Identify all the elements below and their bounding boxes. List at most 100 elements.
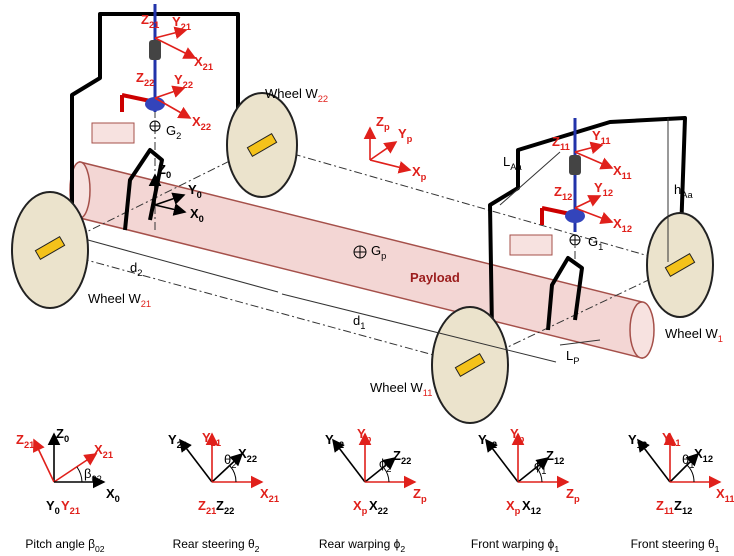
label-text: d (130, 260, 137, 275)
label-text: G (588, 234, 598, 249)
label-text: Y (510, 426, 519, 441)
label: X11 (613, 163, 632, 181)
label: X21 (194, 54, 213, 72)
label: X0 (106, 486, 120, 504)
label-text: Y (188, 182, 197, 197)
label-subscript: 22 (201, 122, 211, 132)
label: G2 (166, 123, 181, 141)
joint (569, 155, 581, 175)
label-subscript: 2 (137, 268, 142, 278)
label-subscript: 11 (664, 506, 674, 516)
label: Yp (398, 126, 413, 144)
label-text: Z (198, 498, 206, 513)
label: d1 (353, 313, 365, 331)
label-text: X (238, 446, 247, 461)
label-subscript: 2 (255, 544, 260, 554)
label-subscript: 11 (423, 388, 433, 398)
label-subscript: 22 (378, 506, 388, 516)
label-subscript: 11 (725, 494, 734, 504)
label-subscript: 02 (91, 474, 101, 484)
axis-arrow (155, 88, 184, 98)
label-text: L (503, 154, 510, 169)
label-subscript: 12 (622, 224, 632, 234)
label: X12 (522, 498, 541, 516)
label: Y22 (325, 432, 344, 450)
label-subscript: 12 (562, 192, 572, 202)
label-subscript: 0 (115, 494, 120, 504)
label: X22 (192, 114, 211, 132)
label-subscript: 2 (176, 131, 181, 141)
label-subscript: 22 (401, 456, 411, 466)
label-text: Y (172, 14, 181, 29)
actuator (510, 235, 552, 255)
label-subscript: 21 (70, 506, 80, 516)
label-subscript: Aa (510, 162, 522, 172)
label-text: Y (357, 426, 366, 441)
label: X11 (716, 486, 734, 504)
label-text: Payload (410, 270, 460, 285)
label-text: Z (216, 498, 224, 513)
label-subscript: 22 (224, 506, 234, 516)
label-subscript: 12 (703, 454, 713, 464)
label-subscript: 12 (682, 506, 692, 516)
label-subscript: 22 (144, 78, 154, 88)
label: Y22 (174, 72, 193, 90)
label-text: Z (16, 432, 24, 447)
label-subscript: 22 (318, 94, 328, 104)
label-text: Z (158, 162, 166, 177)
label-subscript: 1 (360, 321, 365, 331)
label-subscript: p (366, 434, 372, 444)
label-text: ϕ (534, 458, 541, 473)
label-text: L (566, 348, 573, 363)
label-text: θ (682, 452, 689, 467)
label-subscript: 1 (554, 544, 559, 554)
label-subscript: 21 (24, 440, 34, 450)
label-text: β (84, 466, 91, 481)
label-subscript: 1 (598, 242, 603, 252)
label-subscript: 11 (622, 171, 632, 181)
label-text: h (674, 182, 681, 197)
label-text: Wheel W (370, 380, 423, 395)
label: Z22 (216, 498, 234, 516)
panel: Y22 Y21 X22 X21 Z21 Z22 θ2 Rear steering… (168, 430, 279, 554)
panel: Z21 Z0 X21 X0 Y0 Y21 β02 Pitch angle β02 (16, 426, 120, 554)
label-subscript: p (421, 494, 427, 504)
label-subscript: 11 (671, 438, 681, 448)
label: Y12 (478, 432, 497, 450)
label-text: Z (376, 114, 384, 129)
label-subscript: 21 (203, 62, 213, 72)
label: Z12 (546, 448, 564, 466)
label: Zp (566, 486, 580, 504)
label-subscript: P (573, 356, 579, 366)
label-text: X (522, 498, 531, 513)
label-subscript: 22 (183, 80, 193, 90)
label: Payload (410, 270, 460, 285)
label-subscript: Aa (681, 190, 693, 200)
label-text: Z (413, 486, 421, 501)
label: Y12 (594, 180, 613, 198)
label: Y21 (202, 430, 221, 448)
label-text: X (94, 442, 103, 457)
payload-cap (630, 302, 654, 358)
label: Y22 (168, 432, 187, 450)
label: Z12 (674, 498, 692, 516)
axis-arrow (575, 145, 602, 152)
label: X21 (94, 442, 113, 460)
label-subscript: p (421, 172, 427, 182)
label-text: G (371, 243, 381, 258)
label: Y12 (628, 432, 647, 450)
label-subscript: 0 (64, 434, 69, 444)
label: d2 (130, 260, 142, 278)
label-text: Z (56, 426, 64, 441)
label: Pitch angle β02 (25, 537, 104, 554)
label-text: θ (224, 452, 231, 467)
label-subscript: 21 (269, 494, 279, 504)
label: Zp (376, 114, 390, 132)
label: Z22 (393, 448, 411, 466)
label-text: Y (202, 430, 211, 445)
label-subscript: 0 (197, 190, 202, 200)
label-subscript: 11 (560, 142, 570, 152)
label: X22 (369, 498, 388, 516)
label-text: Z (393, 448, 401, 463)
label: Wheel W21 (88, 291, 151, 309)
